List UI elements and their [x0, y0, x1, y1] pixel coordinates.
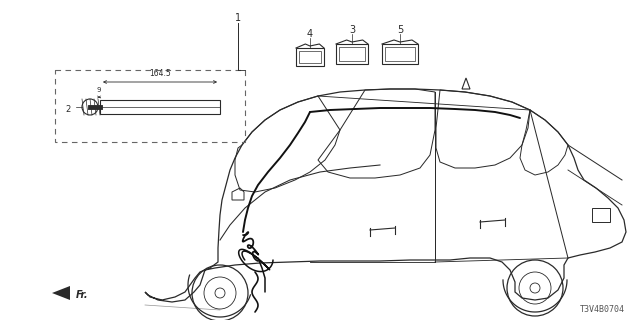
- Text: 9: 9: [97, 87, 101, 93]
- Text: 3: 3: [349, 25, 355, 35]
- Bar: [339, 47, 365, 61]
- Bar: [592, 208, 610, 222]
- Bar: [55, 70, 245, 142]
- Text: Fr.: Fr.: [76, 290, 88, 300]
- Polygon shape: [52, 286, 70, 300]
- Bar: [382, 44, 418, 64]
- Text: 2: 2: [65, 106, 70, 115]
- Text: T3V4B0704: T3V4B0704: [580, 305, 625, 314]
- Bar: [299, 51, 321, 63]
- Text: 164.5: 164.5: [149, 69, 171, 78]
- Bar: [296, 48, 324, 66]
- Text: 4: 4: [307, 29, 313, 39]
- Text: 1: 1: [235, 13, 241, 23]
- Bar: [336, 44, 368, 64]
- Bar: [100, 100, 220, 114]
- Bar: [385, 47, 415, 61]
- Text: 5: 5: [397, 25, 403, 35]
